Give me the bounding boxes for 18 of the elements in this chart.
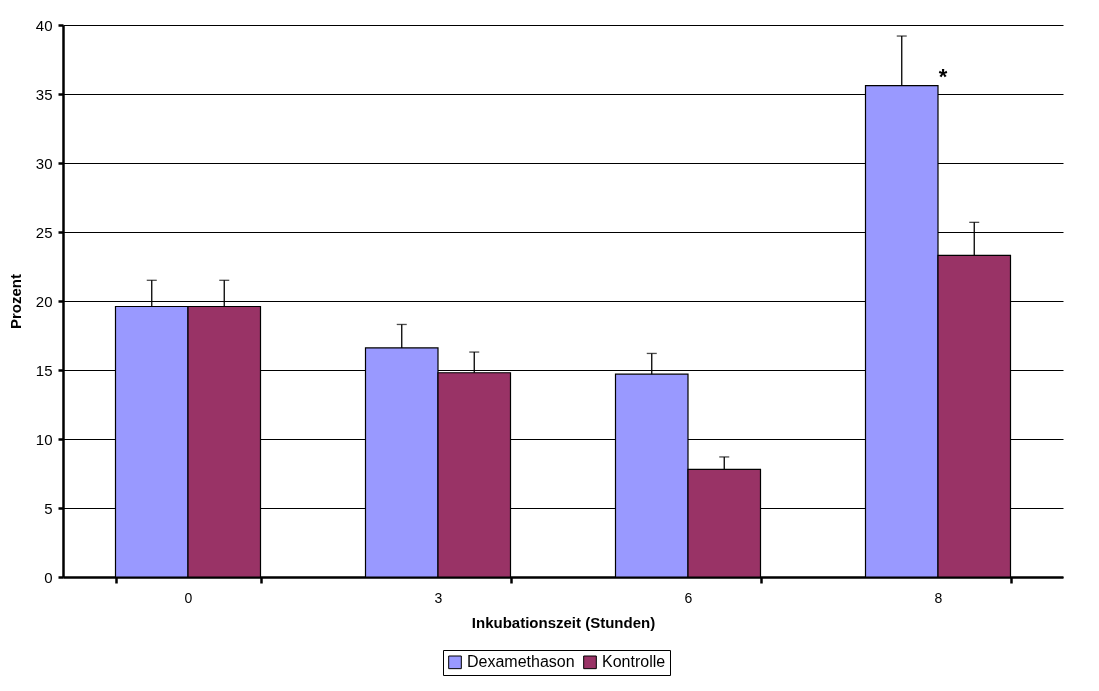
y-tick-label: 20 [35, 292, 53, 310]
x-tick-label: 6 [684, 589, 693, 606]
legend-label: Kontrolle [602, 653, 666, 671]
y-tick-label: 15 [35, 361, 53, 379]
x-tick-label: 8 [934, 589, 943, 606]
y-tick-label: 10 [35, 430, 53, 448]
y-tick-label: 30 [35, 154, 53, 172]
y-tick-label: 0 [44, 568, 53, 586]
annotation: * [938, 64, 948, 89]
legend-label: Dexamethason [467, 653, 575, 671]
y-axis-title: Prozent [6, 273, 24, 330]
x-tick-label: 3 [434, 589, 443, 606]
y-tick-label: 35 [35, 85, 53, 103]
x-axis-title: Inkubationszeit (Stunden) [471, 613, 656, 631]
x-tick-label: 0 [184, 589, 193, 606]
y-tick-label: 40 [35, 16, 53, 34]
y-tick-label: 25 [35, 223, 53, 241]
y-tick-label: 5 [44, 499, 53, 517]
